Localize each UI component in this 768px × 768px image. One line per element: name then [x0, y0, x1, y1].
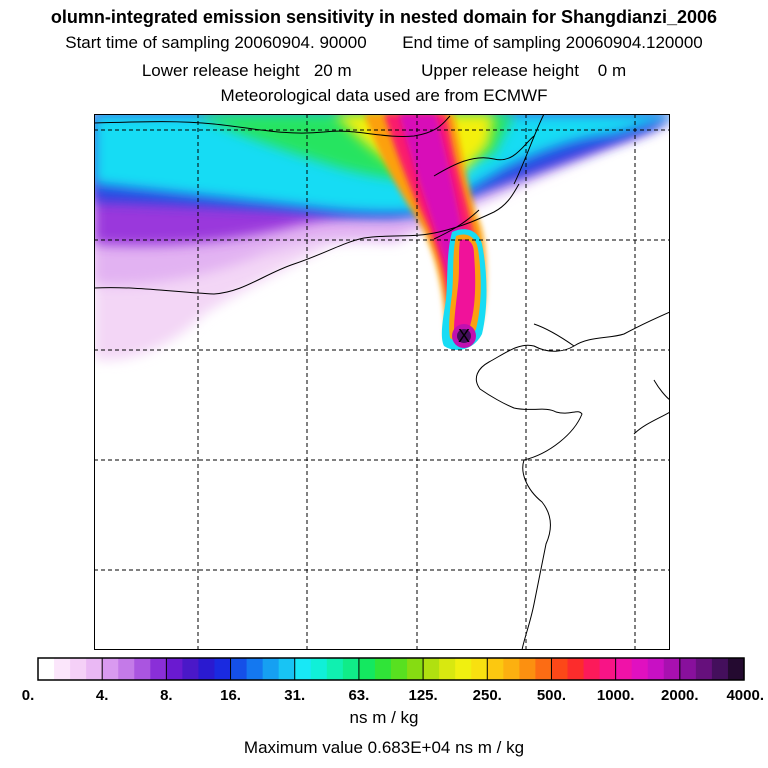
colorbar-swatch — [711, 658, 729, 680]
colorbar-tick-label: 2000. — [661, 687, 699, 704]
colorbar-labels: 0. 4. 8. 16. 31. 63. 125. 250. 500. 1000. 2000. 400… — [22, 687, 764, 704]
colorbar-swatch — [615, 658, 633, 680]
colorbar: 0. 4. 8. 16. 31. 63. 125. 250. 500. 1000. 2000. 400… — [22, 657, 764, 704]
colorbar-tick-label: 125. — [408, 687, 437, 704]
colorbar-swatch — [631, 658, 649, 680]
release-site-core — [457, 329, 471, 343]
start-time-label: Start time of sampling 20060904. 90000 — [65, 33, 367, 52]
coastlines — [94, 114, 670, 650]
colorbar-swatch — [471, 658, 488, 680]
lat-lon-grid — [94, 114, 670, 650]
colorbar-tick-label: 63. — [348, 687, 369, 704]
colorbar-swatch — [182, 658, 200, 680]
colorbar-tick-label: 16. — [220, 687, 241, 704]
colorbar-tick-label: 0. — [22, 687, 35, 704]
map-border — [94, 114, 670, 650]
colorbar-swatch — [38, 658, 55, 680]
release-site-marker: X — [458, 326, 470, 346]
colorbar-swatch — [407, 658, 424, 680]
lower-release-label: Lower release height 20 m — [141, 61, 352, 80]
colorbar-swatch — [551, 658, 569, 680]
colorbar-swatch — [583, 658, 601, 680]
colorbar-swatch — [455, 658, 472, 680]
end-time-label: End time of sampling 20060904.120000 — [402, 33, 703, 52]
colorbar-swatch — [166, 658, 184, 680]
colorbar-swatch — [599, 658, 617, 680]
colorbar-tick-label: 500. — [537, 687, 566, 704]
sensitivity-map: X — [94, 114, 670, 650]
maximum-value-label: Maximum value 0.683E+04 ns m / kg — [243, 738, 525, 757]
upper-release-label: Upper release height 0 m — [421, 61, 627, 80]
colorbar-swatch — [503, 658, 520, 680]
colorbar-tick-label: 31. — [284, 687, 305, 704]
colorbar-swatch — [358, 658, 376, 680]
colorbar-swatch — [246, 658, 264, 680]
colorbar-swatches — [38, 658, 745, 680]
colorbar-swatch — [391, 658, 408, 680]
colorbar-swatch — [86, 658, 103, 680]
colorbar-swatch — [262, 658, 280, 680]
colorbar-swatch — [54, 658, 71, 680]
colorbar-swatch — [294, 658, 312, 680]
colorbar-swatch — [150, 658, 167, 680]
colorbar-swatch — [423, 658, 440, 680]
colorbar-swatch — [647, 658, 665, 680]
colorbar-tick-label: 250. — [473, 687, 502, 704]
colorbar-swatch — [310, 658, 328, 680]
colorbar-swatch — [342, 658, 360, 680]
colorbar-swatch — [134, 658, 151, 680]
units-label: ns m / kg — [349, 708, 419, 727]
colorbar-swatch — [214, 658, 232, 680]
colorbar-ticks — [37, 658, 745, 680]
field-release-tongue-core — [454, 239, 476, 334]
colorbar-tick-label: 4000. — [726, 687, 764, 704]
colorbar-swatch — [439, 658, 456, 680]
colorbar-swatch — [679, 658, 697, 680]
colorbar-swatch — [118, 658, 135, 680]
colorbar-swatch — [102, 658, 119, 680]
release-heights: Lower release height 20 m Upper release … — [0, 61, 768, 81]
colorbar-swatch — [70, 658, 87, 680]
colorbar-border — [37, 657, 745, 681]
colorbar-swatch — [567, 658, 585, 680]
colorbar-tick-label: 4. — [96, 687, 109, 704]
colorbar-swatch — [198, 658, 216, 680]
colorbar-swatch — [374, 658, 392, 680]
colorbar-swatch — [727, 658, 745, 680]
met-data-label: Meteorological data used are from ECMWF — [220, 86, 548, 105]
colorbar-swatch — [663, 658, 681, 680]
colorbar-swatch — [487, 658, 504, 680]
sampling-times: Start time of sampling 20060904. 90000 E… — [0, 33, 768, 53]
colorbar-tick-label: 1000. — [597, 687, 635, 704]
colorbar-swatch — [278, 658, 296, 680]
svg-text:X: X — [458, 326, 470, 346]
colorbar-swatch — [230, 658, 248, 680]
map-title: olumn-integrated emission sensitivity in… — [50, 7, 718, 27]
colorbar-swatch — [326, 658, 344, 680]
colorbar-swatch — [695, 658, 713, 680]
colorbar-tick-label: 8. — [160, 687, 173, 704]
colorbar-swatch — [519, 658, 537, 680]
colorbar-swatch — [535, 658, 553, 680]
